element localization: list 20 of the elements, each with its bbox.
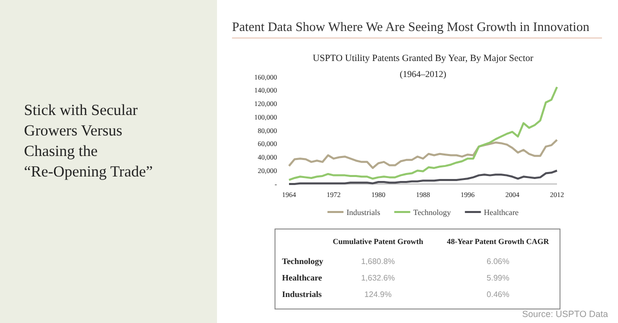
line-series xyxy=(288,86,558,181)
text: Patent Data Show Where We Are Seeing Most Growth in Innovation xyxy=(232,19,590,34)
text: 6.06% xyxy=(486,257,510,266)
legend-label: Healthcare xyxy=(484,208,519,217)
text: Technology xyxy=(282,256,324,266)
chart-subtitle: (1964–2012) xyxy=(400,69,446,79)
text: 0.46% xyxy=(486,290,510,299)
legend-label: Technology xyxy=(413,208,451,217)
source-note: Source: USPTO Data xyxy=(522,309,608,319)
legend-label: Industrials xyxy=(346,208,380,217)
text: Industrials xyxy=(282,289,322,299)
text: Stick with Secular Growers Versus Chasing the “Re-Opening Trade” xyxy=(24,102,153,180)
line-series xyxy=(288,138,558,169)
text: 124.9% xyxy=(364,290,392,299)
line-series xyxy=(288,170,558,185)
text: 1,680.8% xyxy=(361,257,395,266)
text: 1,632.6% xyxy=(361,274,395,282)
chart-title: USPTO Utility Patents Granted By Year, By Major Sector xyxy=(312,54,534,64)
text: Healthcare xyxy=(282,272,322,282)
text: 5.99% xyxy=(486,274,510,282)
